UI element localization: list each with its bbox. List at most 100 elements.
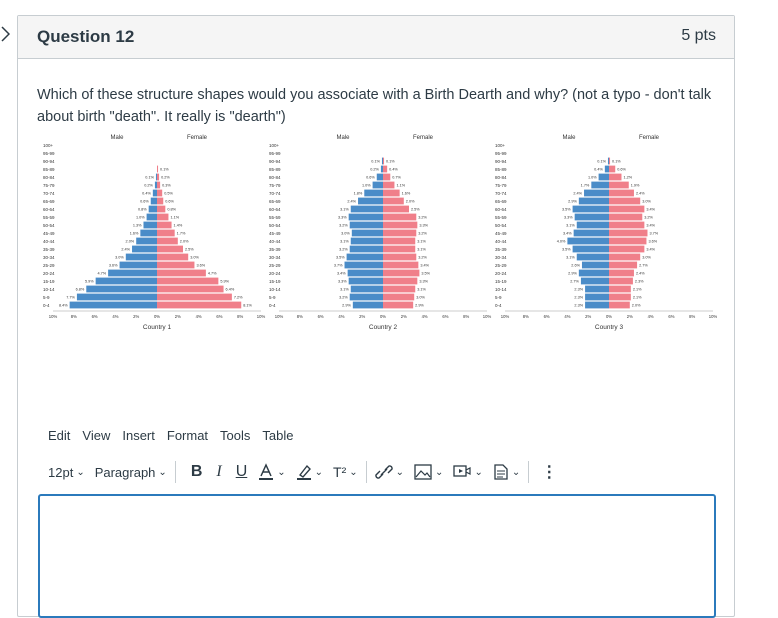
female-bar — [609, 277, 633, 285]
x-tick-label: 10% — [483, 314, 492, 319]
male-value-label: 2.0% — [126, 240, 135, 244]
answer-editor[interactable] — [38, 494, 716, 618]
superscript-button[interactable]: T² ⌄ — [333, 464, 358, 480]
male-value-label: 1.3% — [133, 224, 142, 228]
pyramid-charts: 100+ 95-99 90-94 85-89 80-84 75-79 70-74 65-69 6… — [43, 135, 717, 331]
female-bar — [609, 221, 645, 229]
male-value-label: 3.4% — [337, 272, 346, 276]
male-bar — [76, 293, 157, 301]
x-tick-label: 2% — [585, 314, 591, 319]
question-points: 5 pts — [681, 27, 716, 44]
female-bar — [609, 237, 647, 245]
female-value-label: 2.1% — [633, 296, 642, 300]
male-value-label: 2.4% — [573, 192, 582, 196]
age-group-label: 95-99 — [269, 151, 281, 156]
female-value-label: 0.2% — [161, 176, 170, 180]
x-tick-label: 2% — [401, 314, 407, 319]
menu-table[interactable]: Table — [262, 428, 294, 443]
male-bar — [585, 285, 609, 293]
male-value-label: 3.5% — [562, 248, 571, 252]
male-bar — [152, 189, 157, 197]
male-value-label: 2.4% — [121, 248, 130, 252]
male-bar — [381, 157, 383, 165]
font-size-select[interactable]: 12pt ⌄ — [48, 465, 85, 480]
female-value-label: 1.1% — [396, 184, 405, 188]
x-tick-label: 10% — [501, 314, 510, 319]
female-value-label: 3.4% — [646, 224, 655, 228]
female-bar — [383, 253, 417, 261]
block-format-select[interactable]: Paragraph ⌄ — [95, 465, 167, 480]
italic-button[interactable]: I — [216, 463, 222, 480]
age-group-label: 15-19 — [269, 279, 281, 284]
age-group-label: 15-19 — [495, 279, 507, 284]
female-bar — [383, 157, 385, 165]
menu-insert[interactable]: Insert — [122, 428, 155, 443]
link-button[interactable]: ⌄ — [374, 464, 404, 480]
age-group-label: 25-29 — [495, 263, 507, 268]
female-bar — [609, 269, 634, 277]
block-format-value: Paragraph — [94, 464, 156, 480]
font-size-value: 12pt — [48, 464, 74, 480]
male-value-label: 0.2% — [144, 184, 153, 188]
more-icon[interactable]: ⋮ — [541, 464, 557, 481]
female-bar — [383, 213, 417, 221]
female-value-label: 3.0% — [416, 296, 425, 300]
underline-button[interactable]: U — [235, 463, 248, 480]
menu-format[interactable]: Format — [166, 428, 209, 443]
male-bar — [351, 229, 383, 237]
highlight-icon — [296, 464, 311, 480]
age-group-label: 10-14 — [43, 287, 55, 292]
female-value-label: 3.2% — [418, 232, 427, 236]
menu-tools[interactable]: Tools — [220, 428, 251, 443]
male-bar — [140, 229, 157, 237]
male-bar — [148, 205, 157, 213]
male-value-label: 0.1% — [145, 176, 154, 180]
age-group-label: 50-54 — [495, 223, 507, 228]
image-button[interactable]: ⌄ — [414, 464, 443, 480]
bold-button[interactable]: B — [190, 463, 203, 480]
male-bar — [573, 229, 609, 237]
female-value-label: 3.1% — [417, 240, 426, 244]
age-group-label: 65-69 — [43, 199, 55, 204]
font-color-button[interactable]: ⌄ — [258, 463, 286, 481]
country-caption: Country 3 — [595, 324, 624, 331]
age-group-label: 0-4 — [43, 303, 50, 308]
female-bar — [157, 213, 169, 221]
female-value-label: 3.0% — [642, 200, 651, 204]
male-value-label: 1.6% — [130, 232, 139, 236]
x-tick-label: 8% — [523, 314, 529, 319]
male-bar — [578, 269, 609, 277]
male-bar — [584, 189, 609, 197]
female-value-label: 0.6% — [617, 168, 626, 172]
editor-toolbar: 12pt ⌄ Paragraph ⌄ B I U ⌄ ⌄ T² ⌄ — [48, 461, 557, 483]
age-group-label: 75-79 — [269, 183, 281, 188]
question-text: Which of these structure shapes would yo… — [37, 87, 712, 125]
age-group-label: 55-59 — [269, 215, 281, 220]
x-tick-label: 2% — [359, 314, 365, 319]
age-group-label: 90-94 — [43, 159, 55, 164]
age-group-label: 35-39 — [43, 247, 55, 252]
female-value-label: 6.4% — [226, 288, 235, 292]
age-group-label: 40-44 — [43, 239, 55, 244]
menu-view[interactable]: View — [82, 428, 111, 443]
female-bar — [609, 197, 641, 205]
male-bar — [598, 173, 609, 181]
male-bar — [346, 253, 383, 261]
male-bar — [347, 269, 383, 277]
document-button[interactable]: ⌄ — [493, 464, 520, 480]
chevron-down-icon: ⌄ — [314, 466, 324, 478]
female-value-label: 0.8% — [167, 208, 176, 212]
female-value-label: 3.3% — [419, 224, 428, 228]
female-bar — [383, 181, 395, 189]
female-value-label: 3.6% — [196, 264, 205, 268]
male-bar — [376, 173, 383, 181]
female-bar — [157, 173, 160, 181]
media-button[interactable]: ⌄ — [453, 464, 483, 480]
menu-edit[interactable]: Edit — [48, 428, 71, 443]
female-bar — [157, 277, 219, 285]
highlight-button[interactable]: ⌄ — [296, 463, 323, 481]
x-tick-label: 10% — [709, 314, 717, 319]
male-value-label: 0.4% — [142, 192, 151, 196]
male-bar — [607, 157, 609, 165]
male-bar — [352, 301, 383, 309]
